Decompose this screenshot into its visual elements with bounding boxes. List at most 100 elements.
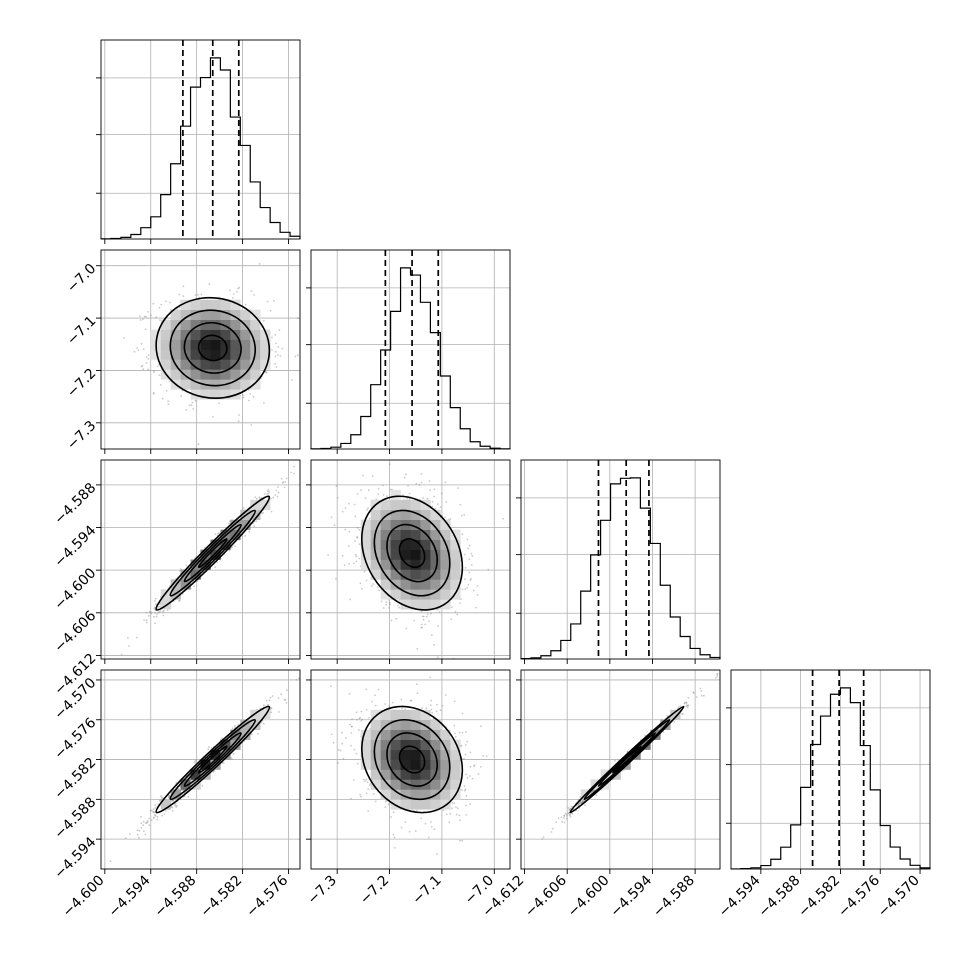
- density-cell: [370, 539, 381, 550]
- density-cell: [180, 309, 191, 320]
- histogram-steps: [100, 57, 301, 240]
- sample-point: [159, 605, 161, 608]
- sample-point: [154, 814, 157, 817]
- density-cell: [180, 779, 191, 790]
- sample-point: [344, 507, 347, 509]
- sample-point: [356, 535, 358, 538]
- density-cell: [450, 569, 461, 580]
- density-cell: [190, 299, 201, 310]
- sample-point: [250, 290, 253, 292]
- sample-point: [197, 293, 200, 296]
- sample-point: [231, 727, 234, 730]
- sample-point: [428, 480, 431, 482]
- density-cell: [220, 739, 231, 750]
- density-cell: [250, 369, 261, 380]
- contour-level-3: [155, 296, 271, 400]
- sample-point: [152, 811, 154, 813]
- density-cell: [170, 369, 181, 380]
- density-cell: [430, 529, 441, 540]
- sample-point: [279, 355, 282, 357]
- sample-point: [98, 330, 100, 332]
- sample-point: [168, 450, 170, 452]
- sample-point: [135, 636, 138, 639]
- sample-point: [469, 579, 472, 581]
- axes-frame: [100, 249, 301, 450]
- sample-point: [270, 510, 273, 513]
- sample-point: [450, 618, 453, 621]
- sample-point: [274, 494, 277, 496]
- density-cell: [440, 559, 451, 570]
- sample-point: [229, 289, 231, 292]
- sample-point: [248, 399, 250, 402]
- sample-point: [140, 816, 142, 818]
- sample-point: [154, 611, 156, 614]
- density-cell: [160, 349, 171, 360]
- sample-point: [266, 300, 269, 303]
- sample-point: [356, 527, 359, 529]
- contour-level-0: [197, 745, 228, 774]
- sample-point: [167, 796, 170, 799]
- sample-point: [457, 487, 459, 489]
- sample-point: [153, 607, 156, 610]
- sample-point: [449, 518, 452, 520]
- sample-point: [358, 543, 361, 546]
- sample-point: [472, 589, 475, 592]
- sample-point: [420, 610, 423, 613]
- sample-point: [284, 699, 287, 702]
- sample-point: [356, 493, 359, 495]
- sample-point: [283, 698, 286, 701]
- histogram-panel-0: [96, 39, 301, 240]
- sample-point: [468, 544, 471, 547]
- density-cell: [400, 549, 411, 560]
- sample-point: [414, 830, 417, 832]
- sample-point: [232, 752, 235, 755]
- sample-point: [280, 693, 282, 696]
- density-cell: [430, 509, 441, 520]
- density-cell: [400, 589, 411, 600]
- scatter-panel-2-0: [100, 459, 301, 660]
- sample-point: [193, 585, 196, 588]
- sample-point: [388, 463, 391, 466]
- sample-point: [343, 564, 346, 567]
- density-cell: [360, 539, 371, 550]
- density-cell: [450, 529, 461, 540]
- sample-point: [424, 623, 427, 626]
- sample-point: [330, 516, 333, 519]
- sample-point: [145, 821, 148, 824]
- sample-point: [278, 329, 281, 331]
- density-cell: [390, 549, 401, 560]
- sample-point: [142, 368, 145, 371]
- density-cell: [200, 339, 211, 350]
- sample-point: [234, 545, 237, 548]
- sample-point: [262, 512, 264, 514]
- sample-point: [270, 497, 272, 500]
- sample-point: [140, 365, 143, 368]
- sample-point: [128, 833, 131, 835]
- sample-point: [276, 495, 279, 498]
- sample-point: [140, 342, 143, 345]
- sample-point: [185, 409, 188, 411]
- sample-point: [327, 554, 329, 556]
- sample-point: [153, 600, 156, 602]
- density-cell: [170, 789, 181, 800]
- sample-point: [429, 676, 432, 679]
- sample-point: [296, 354, 299, 357]
- density-cells: [150, 299, 271, 400]
- density-cell: [220, 299, 231, 310]
- axes-frame: [100, 669, 301, 870]
- sample-point: [464, 744, 467, 746]
- density-cell: [360, 519, 371, 530]
- density-cell: [190, 329, 201, 340]
- sample-point: [433, 495, 436, 498]
- sample-point: [391, 488, 393, 491]
- contour-level-1: [183, 732, 242, 787]
- sample-point: [353, 503, 356, 506]
- sample-point: [174, 803, 177, 805]
- sample-point: [266, 704, 269, 706]
- density-cell: [260, 349, 271, 360]
- sample-point: [363, 570, 366, 573]
- sample-point: [464, 567, 467, 569]
- sample-point: [377, 493, 380, 495]
- sample-point: [277, 486, 279, 488]
- density-cell: [180, 299, 191, 310]
